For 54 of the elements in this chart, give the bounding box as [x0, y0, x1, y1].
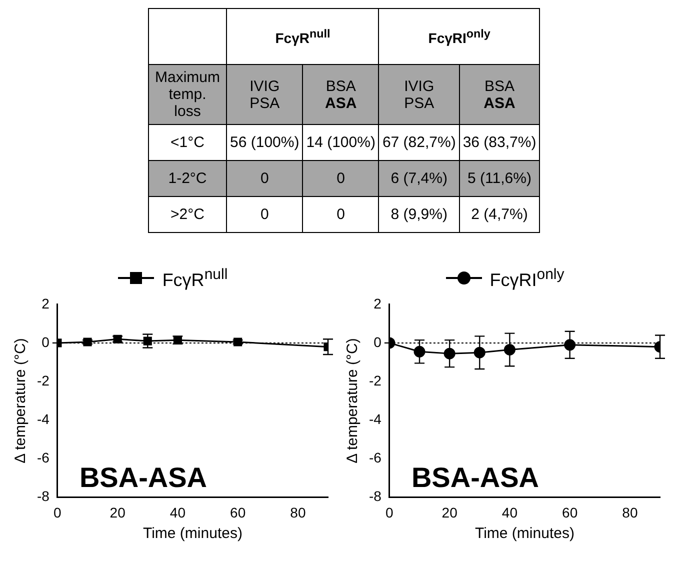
x-axis-title: Time (minutes)	[474, 525, 574, 542]
y-axis-title: Δ temperature (°C)	[12, 338, 30, 464]
y-tick-label: -6	[36, 450, 50, 466]
y-tick-label: -2	[368, 372, 382, 388]
y-tick-label: -8	[36, 488, 50, 504]
category-label: 1-2°C	[168, 170, 207, 187]
category-label: IVIG PSA	[248, 78, 281, 112]
x-tick-label: 0	[386, 504, 394, 520]
y-tick-label: -2	[36, 372, 50, 388]
text: 36 (83,7%)	[462, 134, 536, 151]
category-label: BSA ASA	[482, 78, 516, 112]
y-tick-label: -4	[368, 410, 382, 427]
point	[474, 346, 486, 358]
x-tick-label: 80	[290, 504, 306, 520]
text: 0	[260, 170, 269, 187]
x-tick-label: 20	[442, 504, 458, 520]
text: 0	[336, 206, 346, 223]
x-tick-label: 40	[170, 504, 186, 520]
y-tick-label: 2	[374, 295, 382, 312]
x-tick-label: 20	[110, 504, 126, 520]
annotation: BSA-ASA	[411, 462, 540, 493]
text: FcγRI$^{only}$	[428, 27, 490, 46]
category-label: <1°C	[170, 134, 204, 151]
text: 2 (4,7%)	[471, 206, 528, 223]
legend-label: FcγRI$^{only}$	[490, 266, 564, 290]
y-axis-title: Δ temperature (°C)	[344, 338, 362, 464]
y-tick-label: 0	[374, 334, 382, 350]
text: FcγR$^{null}$	[275, 27, 330, 46]
text: 6 (7,4%)	[390, 170, 448, 187]
x-tick-label: 40	[502, 504, 518, 520]
text: 56 (100%)	[230, 134, 300, 151]
text: 5 (11,6%)	[468, 170, 532, 187]
category-label: IVIG PSA	[403, 78, 436, 112]
x-tick-label: 60	[562, 504, 578, 520]
y-tick-label: 0	[42, 334, 50, 350]
text: 8 (9,9%)	[390, 206, 448, 223]
x-tick-label: 80	[622, 504, 638, 520]
x-tick-label: 0	[54, 504, 62, 520]
annotation: BSA-ASA	[79, 462, 208, 493]
category-label: >2°C	[170, 206, 204, 223]
y-tick-label: -4	[36, 410, 50, 427]
text: 14 (100%)	[306, 134, 376, 151]
text: 67 (82,7%)	[382, 134, 456, 151]
point	[444, 348, 456, 360]
y-tick-label: -6	[368, 450, 382, 466]
x-tick-label: 60	[230, 504, 246, 520]
y-tick-label: 2	[42, 295, 50, 312]
category-label: BSA ASA	[324, 78, 358, 112]
text: Maximum temp. loss	[155, 69, 220, 120]
legend-label: FcγR$^{null}$	[162, 266, 228, 290]
text: 0	[260, 206, 269, 223]
y-tick-label: -8	[368, 488, 382, 504]
text: 0	[336, 170, 346, 187]
x-axis-title: Time (minutes)	[142, 525, 242, 542]
